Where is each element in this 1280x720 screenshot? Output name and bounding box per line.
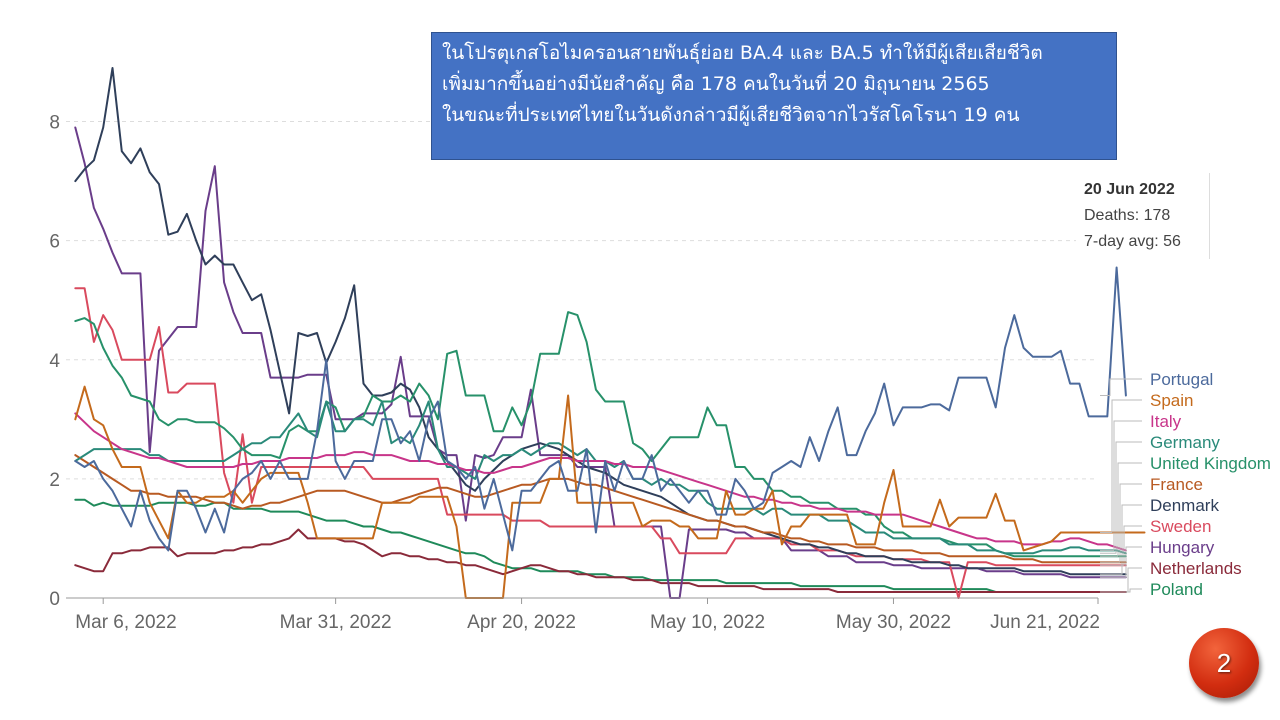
y-tick-label: 4: [49, 351, 60, 372]
legend-label-portugal: Portugal: [1150, 370, 1213, 389]
legend: Portugal Spain Italy Germany United Kingdom F…: [1100, 370, 1271, 599]
x-tick-label: Mar 6, 2022: [75, 612, 176, 633]
axes: 0 2 4 6 8 Mar 6, 2022 Mar 31, 2022 Apr 20, 2022…: [49, 113, 1100, 633]
y-tick-label: 6: [49, 232, 60, 253]
slide-number: 2: [1216, 647, 1232, 678]
series-line-sweden: [74, 287, 1127, 599]
legend-connector: [1100, 399, 1142, 533]
legend-connector: [1100, 441, 1142, 554]
legend-label-netherlands: Netherlands: [1150, 559, 1242, 578]
legend-connector: [1100, 567, 1142, 593]
series-lines: [74, 67, 1146, 599]
tooltip-date: 20 Jun 2022: [1084, 181, 1175, 198]
series-line-united-kingdom: [74, 311, 1127, 558]
legend-connector: [1100, 420, 1142, 551]
callout-line-2: เพิ่มมากขึ้นอย่างมีนัยสำคัญ คือ 178 คนใน…: [442, 73, 990, 95]
x-tick-label: Apr 20, 2022: [467, 612, 576, 633]
tooltip-deaths: Deaths: 178: [1084, 207, 1171, 224]
hover-tooltip: 20 Jun 2022 Deaths: 178 7-day avg: 56: [1076, 173, 1210, 259]
series-line-netherlands: [74, 528, 1127, 593]
legend-label-sweden: Sweden: [1150, 517, 1211, 536]
y-tick-label: 2: [49, 470, 60, 491]
legend-label-germany: Germany: [1150, 433, 1220, 452]
series-line-denmark: [74, 67, 1127, 576]
series-line-germany: [74, 400, 1127, 555]
x-tick-label: May 30, 2022: [836, 612, 951, 633]
legend-connector: [1100, 483, 1142, 563]
legend-label-france: France: [1150, 475, 1203, 494]
x-tick-label: Jun 21, 2022: [990, 612, 1100, 633]
x-tick-label: Mar 31, 2022: [280, 612, 392, 633]
callout-line-1: ในโปรตุเกสโอไมครอนสายพันธุ์ย่อย BA.4 และ…: [442, 42, 1043, 64]
legend-label-spain: Spain: [1150, 391, 1193, 410]
y-tick-label: 0: [49, 589, 60, 610]
annotation-callout: ในโปรตุเกสโอไมครอนสายพันธุ์ย่อย BA.4 และ…: [431, 32, 1117, 160]
legend-connector: [1100, 378, 1142, 396]
series-line-france: [74, 454, 1127, 564]
series-line-poland: [74, 498, 1127, 593]
legend-label-poland: Poland: [1150, 580, 1203, 599]
x-tick-label: May 10, 2022: [650, 612, 765, 633]
tooltip-average: 7-day avg: 56: [1084, 233, 1181, 250]
series-line-portugal: [74, 266, 1127, 552]
legend-label-united-kingdom: United Kingdom: [1150, 454, 1271, 473]
legend-label-hungary: Hungary: [1150, 538, 1215, 557]
legend-label-denmark: Denmark: [1150, 496, 1219, 515]
series-line-italy: [74, 412, 1127, 552]
legend-connector: [1100, 462, 1142, 557]
legend-connector: [1100, 588, 1142, 593]
y-tick-label: 8: [49, 113, 60, 134]
legend-connector: [1100, 525, 1142, 566]
legend-label-italy: Italy: [1150, 412, 1182, 431]
slide-number-badge: 2: [1189, 628, 1259, 698]
callout-line-3: ในขณะที่ประเทศไทยในวันดังกล่าวมีผู้เสียช…: [442, 104, 1020, 126]
legend-connector: [1100, 546, 1142, 578]
series-line-spain: [74, 385, 1146, 599]
legend-connector: [1100, 504, 1142, 575]
